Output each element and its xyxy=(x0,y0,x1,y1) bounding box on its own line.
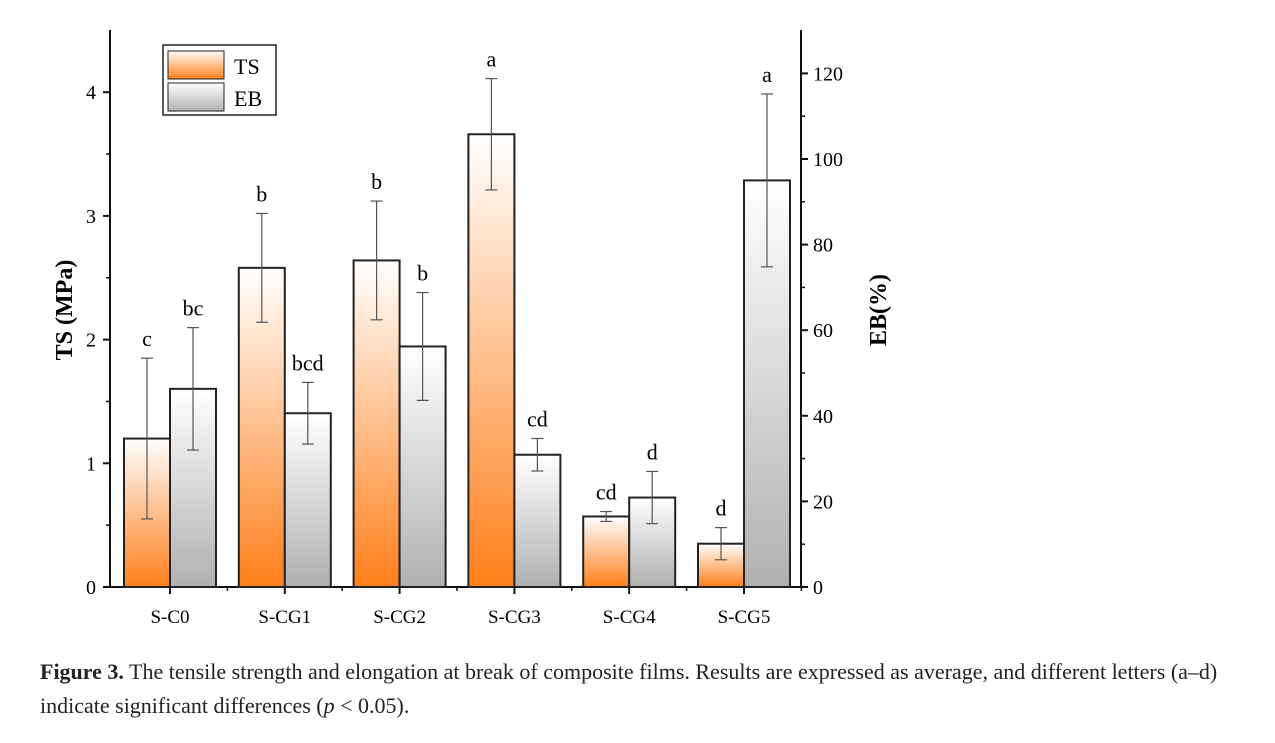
x-tick-label: S-CG3 xyxy=(488,607,541,628)
legend: TS EB xyxy=(162,44,277,116)
significance-letter: bcd xyxy=(292,350,324,375)
significance-letter: b xyxy=(256,181,267,206)
caption-text-end: < 0.05). xyxy=(334,693,410,718)
legend-swatch-ts xyxy=(167,50,225,80)
caption-p: p xyxy=(323,693,335,718)
legend-label-eb: EB xyxy=(234,86,262,111)
y-tick-label: 3 xyxy=(86,206,96,228)
bar-chart: 01234020406080100120S-C0cbcS-CG1bbcdS-CG… xyxy=(52,30,892,628)
figure-caption: Figure 3. The tensile strength and elong… xyxy=(40,655,1265,723)
caption-text: The tensile strength and elongation at b… xyxy=(40,659,1218,718)
bar-ts xyxy=(582,515,631,589)
y2-tick-label: 60 xyxy=(813,320,833,342)
significance-letter: a xyxy=(762,62,772,87)
significance-letter: b xyxy=(417,261,428,286)
x-tick-label: S-C0 xyxy=(150,607,189,628)
y2-tick-label: 100 xyxy=(813,149,843,171)
y2-axis-label: EB(%) xyxy=(866,274,892,346)
legend-swatch-eb xyxy=(167,82,225,112)
bar-eb xyxy=(513,453,562,588)
significance-letter: d xyxy=(716,496,727,521)
y2-tick-label: 0 xyxy=(813,577,823,599)
y-tick-label: 2 xyxy=(86,330,96,352)
y2-tick-label: 20 xyxy=(813,491,833,513)
caption-label: Figure 3. xyxy=(40,659,124,684)
legend-label-ts: TS xyxy=(234,54,260,79)
significance-letter: c xyxy=(142,326,152,351)
significance-letter: b xyxy=(371,169,382,194)
y2-tick-label: 80 xyxy=(813,235,833,257)
x-tick-label: S-CG2 xyxy=(373,607,426,628)
significance-letter: cd xyxy=(596,480,617,505)
y2-tick-label: 120 xyxy=(813,63,843,85)
y-tick-label: 1 xyxy=(86,453,96,475)
x-tick-label: S-CG4 xyxy=(603,607,656,628)
significance-letter: d xyxy=(647,439,658,464)
y2-tick-label: 40 xyxy=(813,406,833,428)
y-tick-label: 0 xyxy=(86,577,96,599)
bar-ts xyxy=(467,133,516,588)
y-tick-label: 4 xyxy=(86,82,96,104)
significance-letter: cd xyxy=(527,406,548,431)
x-tick-label: S-CG1 xyxy=(258,607,311,628)
y-axis-label: TS (MPa) xyxy=(52,260,78,361)
significance-letter: a xyxy=(487,47,497,72)
significance-letter: bc xyxy=(183,296,204,321)
x-tick-label: S-CG5 xyxy=(718,607,771,628)
